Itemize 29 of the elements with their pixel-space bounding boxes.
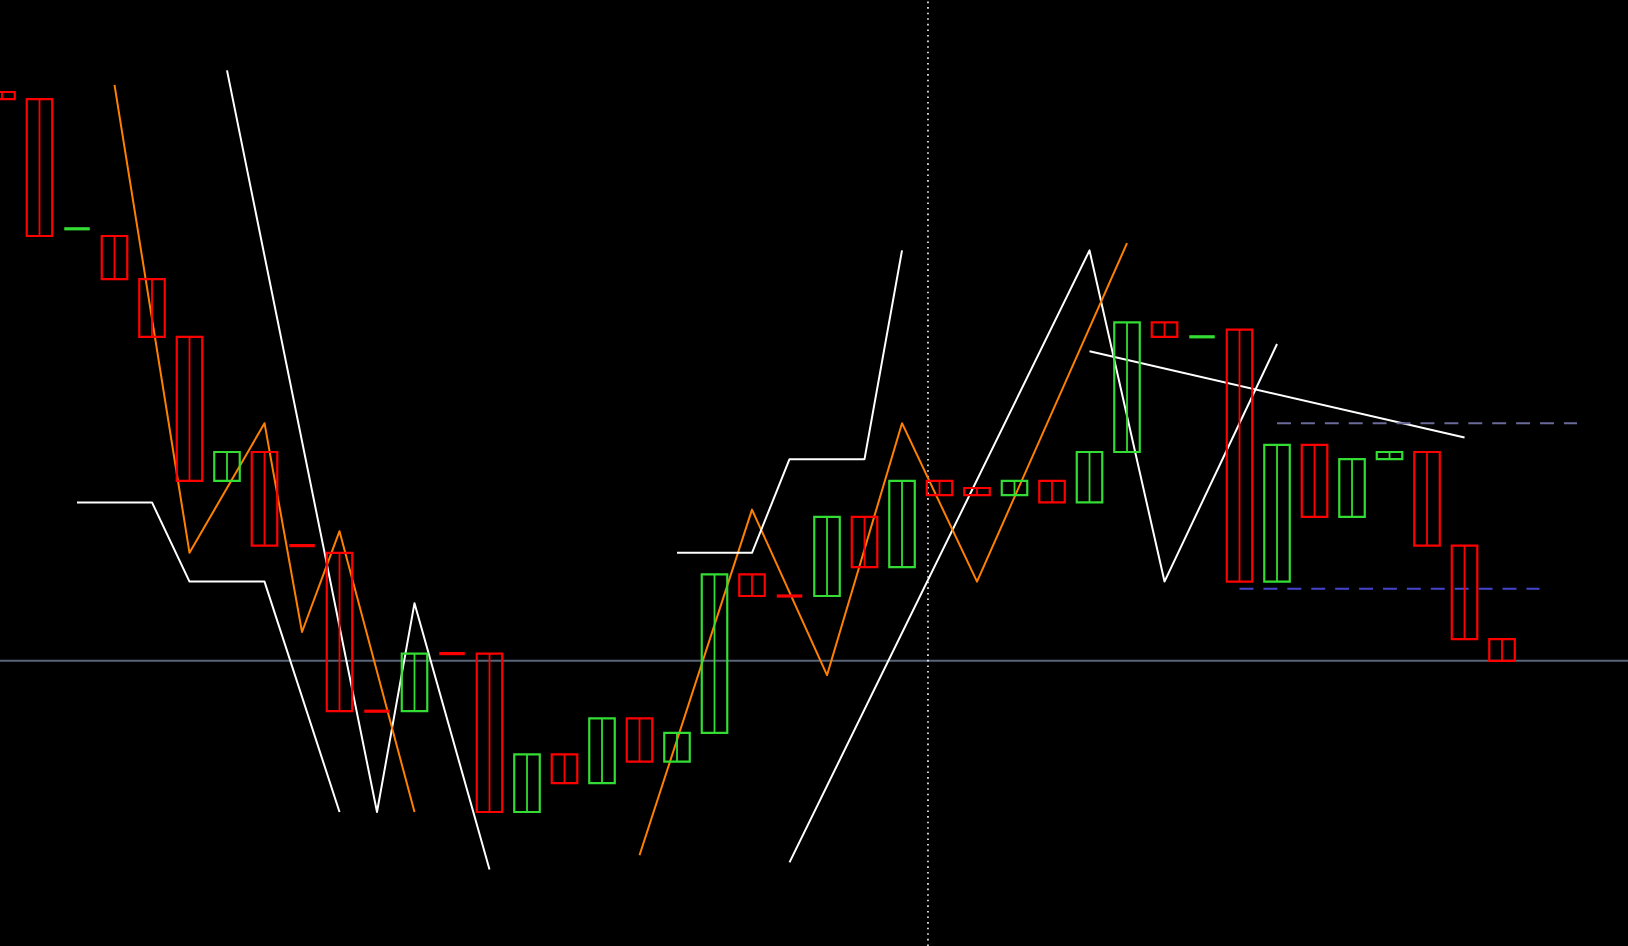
candlestick [850, 515, 879, 569]
candlestick [325, 551, 354, 713]
candlestick [1263, 443, 1291, 583]
candlestick [1450, 544, 1479, 641]
candlestick [1488, 638, 1516, 662]
candlestick [1225, 328, 1254, 583]
candlestick [1075, 450, 1104, 504]
candlestick [588, 717, 616, 785]
candlestick [813, 515, 841, 598]
candlestick [625, 717, 654, 763]
candlestick [738, 573, 766, 598]
candlestick [138, 278, 166, 338]
candlestick [475, 652, 504, 814]
candlestick [100, 234, 129, 281]
candlestick [888, 479, 916, 569]
candlestick [1300, 443, 1329, 518]
candlestick [513, 753, 541, 814]
candlestick [663, 731, 691, 763]
candlestick [1113, 321, 1141, 454]
candlestick [400, 652, 429, 713]
candlestick [1038, 479, 1066, 504]
candlestick [250, 450, 279, 547]
candlestick [175, 335, 204, 482]
candlestick [25, 98, 54, 238]
candlestick [700, 573, 729, 734]
candlestick [1338, 458, 1366, 518]
candlestick [550, 753, 579, 785]
candlestick [1413, 450, 1441, 547]
candlestick [213, 450, 241, 482]
